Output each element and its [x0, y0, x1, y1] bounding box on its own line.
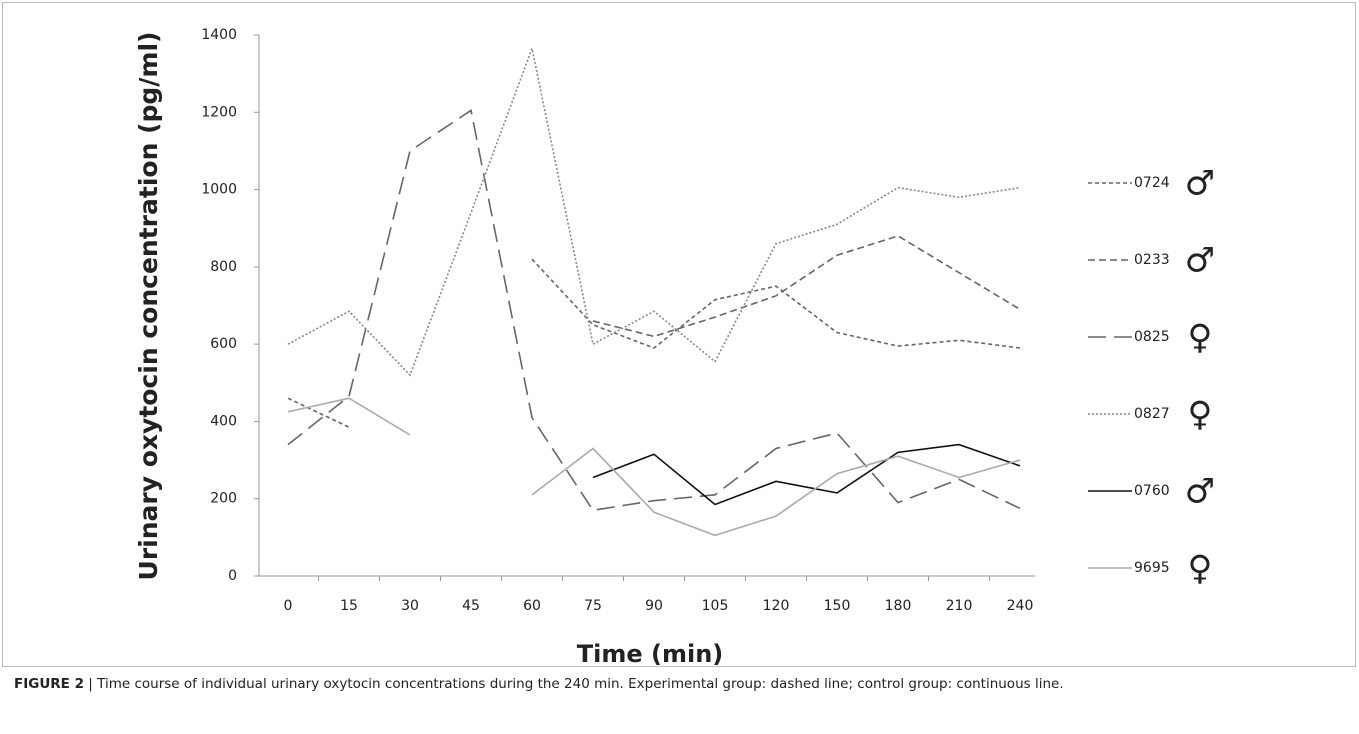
x-tick-label: 105 [702, 598, 729, 614]
legend-sex: ♀ [1188, 318, 1213, 358]
series-line [287, 397, 1021, 537]
caption-text: | Time course of individual urinary oxyt… [88, 676, 1064, 692]
legend-sex: ♂ [1185, 472, 1215, 512]
series-line [287, 109, 1021, 512]
legend-sex: ♂ [1185, 164, 1215, 204]
y-tick-label: 600 [210, 336, 237, 352]
y-tick-label: 0 [228, 568, 237, 584]
x-tick-label: 45 [462, 598, 480, 614]
series-line [592, 443, 1021, 506]
chart: Urinary oxytocin concentration (pg/ml) T… [2, 2, 1356, 668]
legend-sex: ♀ [1188, 395, 1213, 435]
x-axis-title: Time (min) [577, 640, 724, 668]
series-line [592, 235, 1021, 338]
y-tick-label: 200 [210, 491, 237, 507]
x-tick-label: 0 [284, 598, 293, 614]
legend-label: 9695 [1134, 560, 1170, 576]
legend-label: 0760 [1134, 483, 1170, 499]
x-tick-label: 15 [340, 598, 358, 614]
x-tick-label: 60 [523, 598, 541, 614]
x-tick-label: 180 [885, 598, 912, 614]
x-tick-label: 210 [946, 598, 973, 614]
x-tick-label: 240 [1007, 598, 1034, 614]
x-tick-label: 120 [763, 598, 790, 614]
series-line [287, 258, 1021, 428]
caption: FIGURE 2 | Time course of individual uri… [14, 676, 1064, 692]
x-tick-label: 30 [401, 598, 419, 614]
legend-label: 0724 [1134, 175, 1170, 191]
x-tick-label: 150 [824, 598, 851, 614]
series-line [287, 45, 1021, 377]
y-tick-label: 1200 [201, 104, 237, 120]
x-tick-label: 90 [645, 598, 663, 614]
y-tick-label: 1000 [201, 182, 237, 198]
y-tick-label: 1400 [201, 27, 237, 43]
legend-label: 0825 [1134, 329, 1170, 345]
legend-sex: ♀ [1188, 549, 1213, 589]
legend-sex: ♂ [1185, 241, 1215, 281]
legend-label: 0827 [1134, 406, 1170, 422]
legend-label: 0233 [1134, 252, 1170, 268]
y-tick-label: 400 [210, 413, 237, 429]
y-tick-label: 800 [210, 259, 237, 275]
chart-border [2, 2, 1356, 667]
x-tick-label: 75 [584, 598, 602, 614]
caption-label: FIGURE 2 [14, 676, 84, 692]
y-axis-title: Urinary oxytocin concentration (pg/ml) [134, 32, 163, 581]
